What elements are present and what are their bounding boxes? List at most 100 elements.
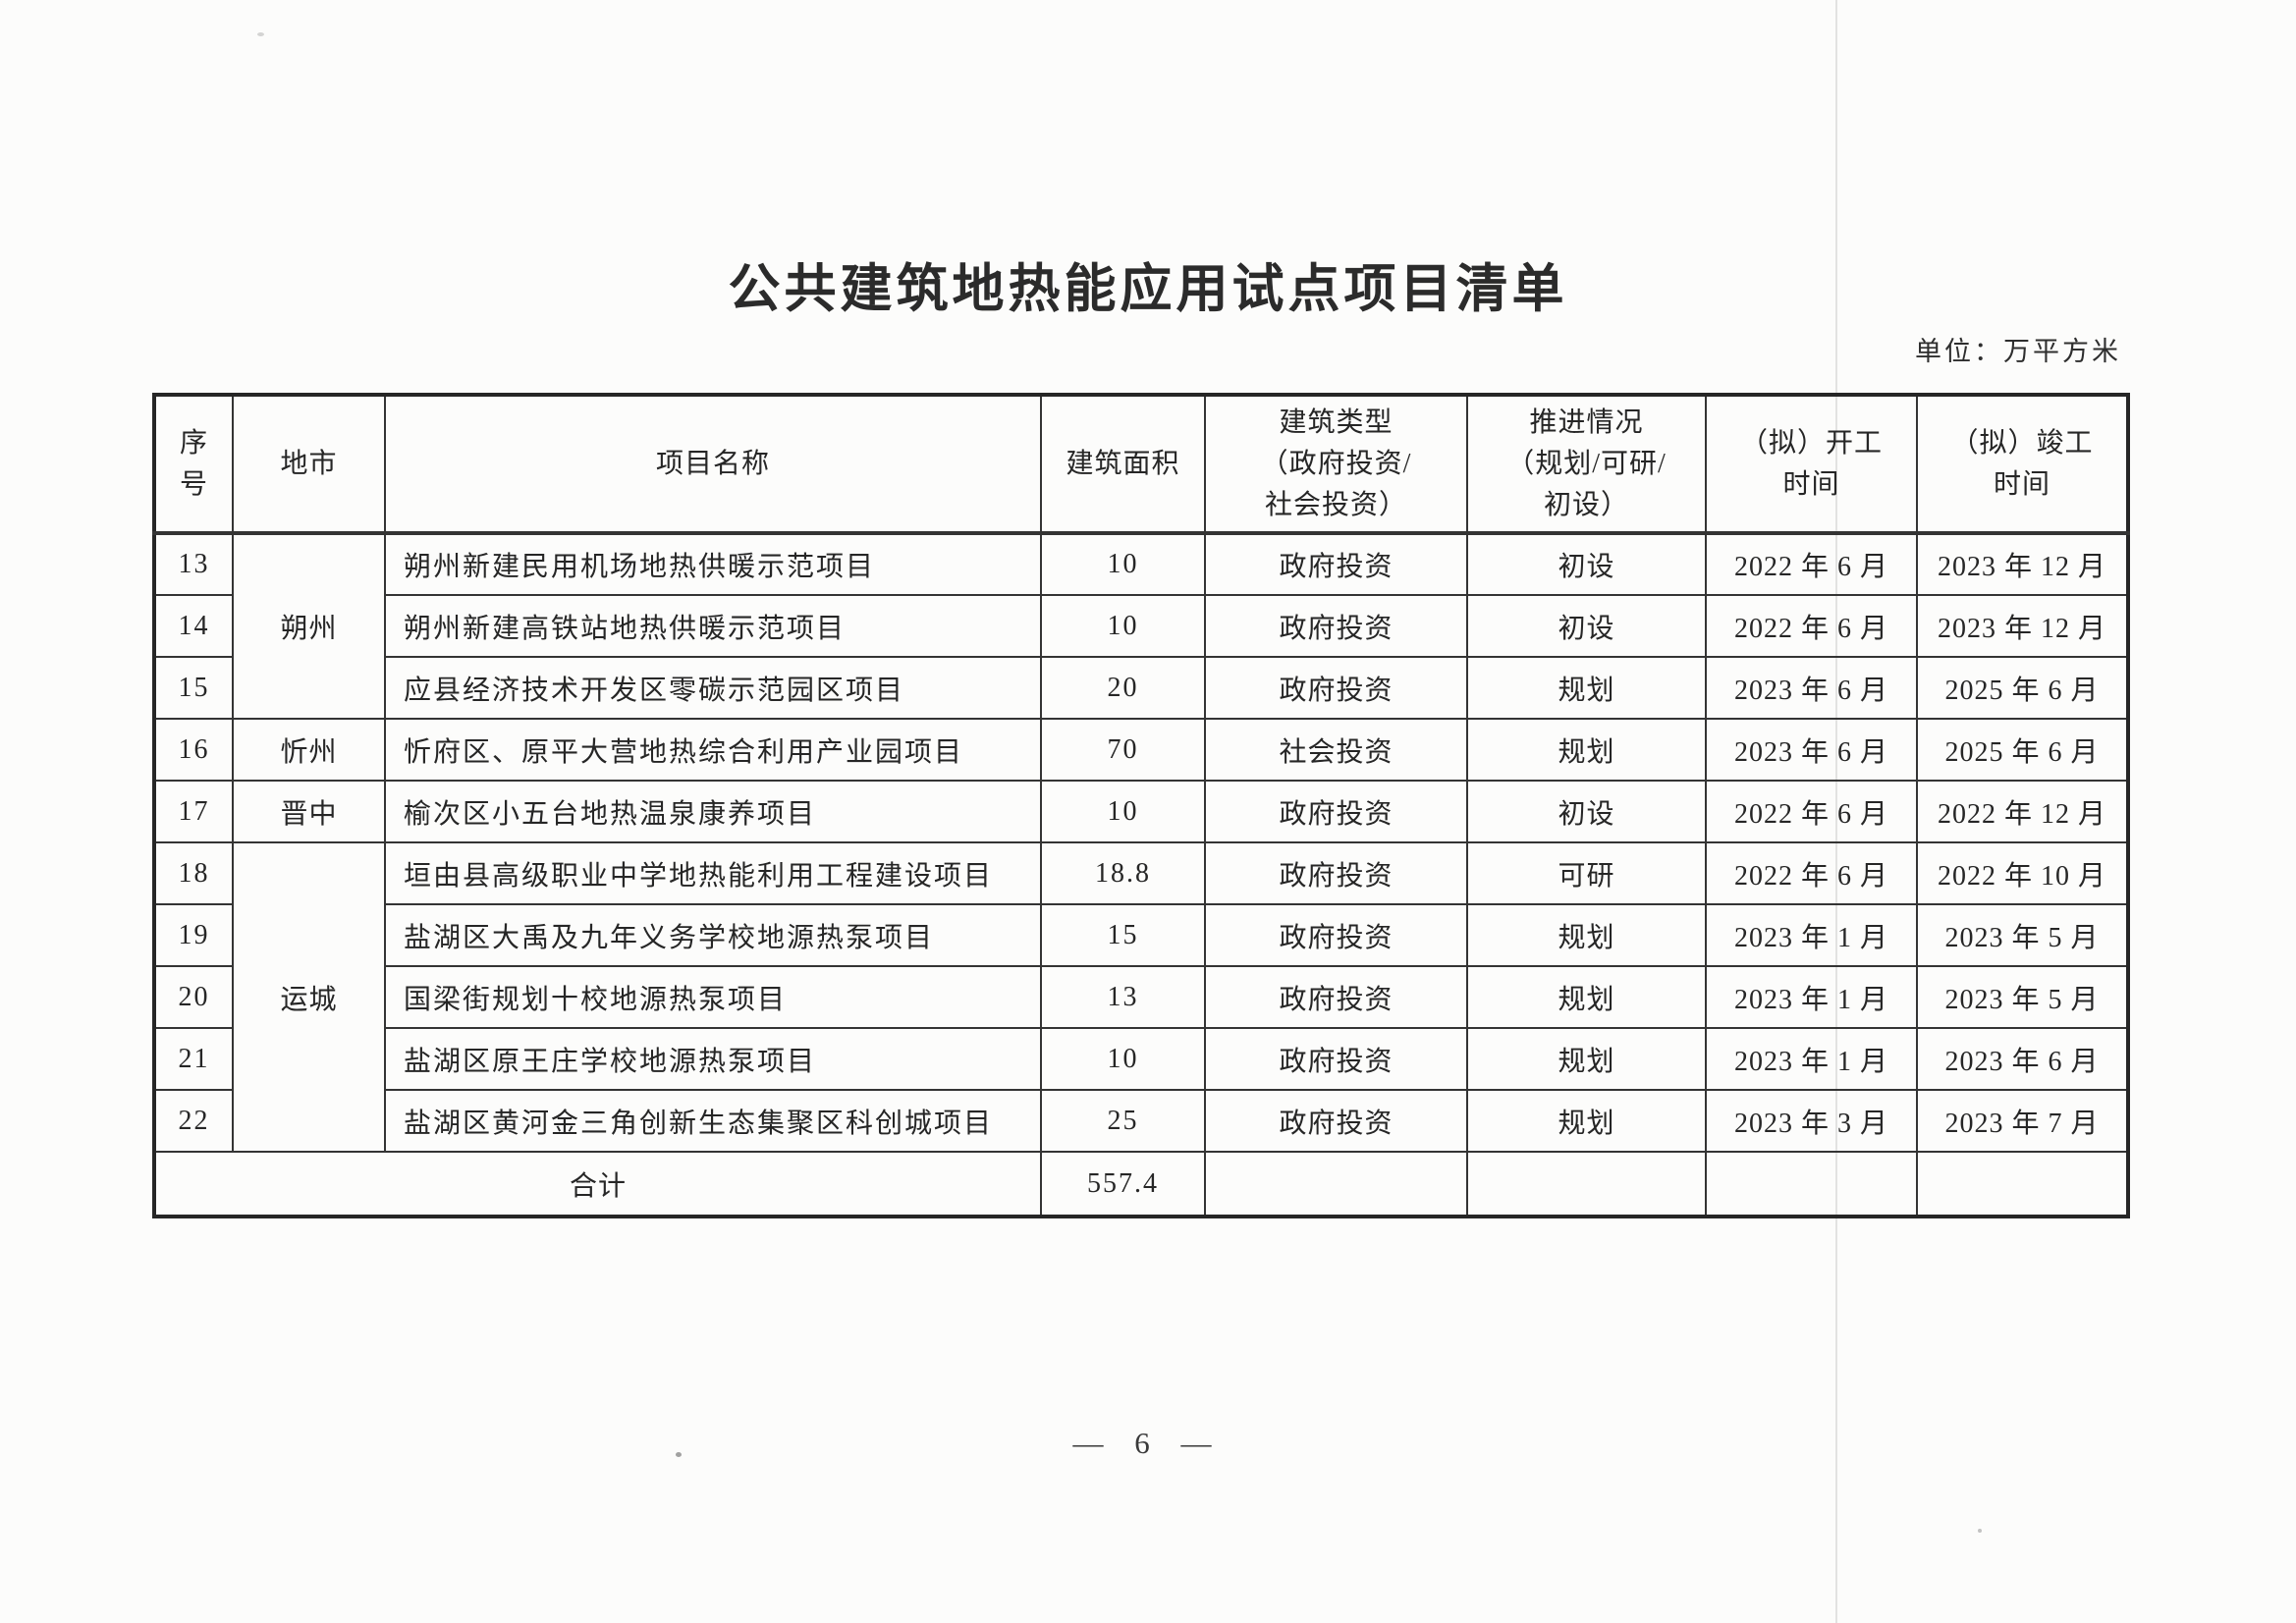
serial-cell: 19 (153, 903, 234, 967)
start-date-cell: 2023 年 1 月 (1705, 1027, 1918, 1091)
city-cell: 晋中 (232, 780, 386, 843)
area-cell: 13 (1040, 965, 1206, 1029)
total-label-cell: 合计 (153, 1151, 1042, 1217)
start-date-cell: 2023 年 1 月 (1705, 965, 1918, 1029)
status-cell: 规划 (1466, 965, 1707, 1029)
start-date-cell: 2022 年 6 月 (1705, 532, 1918, 596)
empty-cell (1204, 1151, 1468, 1217)
unit-note: 单位：万平方米 (1915, 337, 2121, 366)
invest-type-cell: 政府投资 (1204, 656, 1468, 720)
finish-date-cell: 2022 年 12 月 (1916, 780, 2129, 843)
serial-cell: 14 (153, 594, 234, 658)
header-building-type: 建筑类型 （政府投资/ 社会投资） (1204, 394, 1468, 535)
finish-date-cell: 2022 年 10 月 (1916, 841, 2129, 905)
invest-type-cell: 政府投资 (1204, 841, 1468, 905)
area-cell: 15 (1040, 903, 1206, 967)
project-name-cell: 垣由县高级职业中学地热能利用工程建设项目 (384, 841, 1042, 905)
total-area-cell: 557.4 (1040, 1151, 1206, 1217)
start-date-cell: 2023 年 6 月 (1705, 718, 1918, 782)
project-name-cell: 忻府区、原平大营地热综合利用产业园项目 (384, 718, 1042, 782)
table-row: 22 盐湖区黄河金三角创新生态集聚区科创城项目 25 政府投资 规划 2023 … (153, 1089, 2129, 1153)
header-progress-status: 推进情况 （规划/可研/ 初设） (1466, 394, 1707, 535)
project-name-cell: 朔州新建高铁站地热供暖示范项目 (384, 594, 1042, 658)
area-cell: 10 (1040, 780, 1206, 843)
serial-cell: 15 (153, 656, 234, 720)
project-name-cell: 国梁街规划十校地源热泵项目 (384, 965, 1042, 1029)
start-date-cell: 2023 年 6 月 (1705, 656, 1918, 720)
table-row: 16 忻州 忻府区、原平大营地热综合利用产业园项目 70 社会投资 规划 202… (153, 718, 2129, 782)
area-cell: 10 (1040, 1027, 1206, 1091)
city-cell: 忻州 (232, 718, 386, 782)
page-number: — 6 — (1072, 1426, 1224, 1460)
area-cell: 25 (1040, 1089, 1206, 1153)
invest-type-cell: 政府投资 (1204, 532, 1468, 596)
serial-cell: 20 (153, 965, 234, 1029)
invest-type-cell: 政府投资 (1204, 1089, 1468, 1153)
project-name-cell: 盐湖区黄河金三角创新生态集聚区科创城项目 (384, 1089, 1042, 1153)
scan-speck (676, 1452, 682, 1457)
project-name-cell: 朔州新建民用机场地热供暖示范项目 (384, 532, 1042, 596)
serial-cell: 13 (153, 532, 234, 596)
serial-cell: 22 (153, 1089, 234, 1153)
header-serial: 序 号 (153, 394, 234, 535)
projects-table: 序 号 地市 项目名称 建筑面积 建筑类型 （政府投资/ 社会投资） 推进情况 … (152, 393, 2130, 1218)
empty-cell (1916, 1151, 2129, 1217)
serial-cell: 18 (153, 841, 234, 905)
header-project-name: 项目名称 (384, 394, 1042, 535)
invest-type-cell: 政府投资 (1204, 594, 1468, 658)
header-finish-time: （拟）竣工 时间 (1916, 394, 2129, 535)
total-row: 合计 557.4 (153, 1151, 2129, 1217)
finish-date-cell: 2023 年 5 月 (1916, 965, 2129, 1029)
finish-date-cell: 2023 年 5 月 (1916, 903, 2129, 967)
header-building-area: 建筑面积 (1040, 394, 1206, 535)
finish-date-cell: 2025 年 6 月 (1916, 656, 2129, 720)
finish-date-cell: 2023 年 12 月 (1916, 594, 2129, 658)
status-cell: 规划 (1466, 903, 1707, 967)
status-cell: 规划 (1466, 656, 1707, 720)
header-start-time: （拟）开工 时间 (1705, 394, 1918, 535)
header-city: 地市 (232, 394, 386, 535)
finish-date-cell: 2025 年 6 月 (1916, 718, 2129, 782)
invest-type-cell: 政府投资 (1204, 1027, 1468, 1091)
header-row: 序 号 地市 项目名称 建筑面积 建筑类型 （政府投资/ 社会投资） 推进情况 … (153, 394, 2129, 535)
area-cell: 10 (1040, 594, 1206, 658)
serial-cell: 16 (153, 718, 234, 782)
invest-type-cell: 社会投资 (1204, 718, 1468, 782)
city-cell: 朔州 (232, 532, 386, 720)
project-name-cell: 应县经济技术开发区零碳示范园区项目 (384, 656, 1042, 720)
area-cell: 70 (1040, 718, 1206, 782)
serial-cell: 21 (153, 1027, 234, 1091)
table-row: 14 朔州新建高铁站地热供暖示范项目 10 政府投资 初设 2022 年 6 月… (153, 594, 2129, 658)
finish-date-cell: 2023 年 6 月 (1916, 1027, 2129, 1091)
start-date-cell: 2022 年 6 月 (1705, 780, 1918, 843)
table-row: 21 盐湖区原王庄学校地源热泵项目 10 政府投资 规划 2023 年 1 月 … (153, 1027, 2129, 1091)
empty-cell (1705, 1151, 1918, 1217)
finish-date-cell: 2023 年 7 月 (1916, 1089, 2129, 1153)
project-name-cell: 盐湖区大禹及九年义务学校地源热泵项目 (384, 903, 1042, 967)
project-name-cell: 盐湖区原王庄学校地源热泵项目 (384, 1027, 1042, 1091)
scan-speck (1978, 1529, 1982, 1533)
serial-cell: 17 (153, 780, 234, 843)
start-date-cell: 2022 年 6 月 (1705, 841, 1918, 905)
scan-speck (257, 32, 264, 36)
table-row: 18 运城 垣由县高级职业中学地热能利用工程建设项目 18.8 政府投资 可研 … (153, 841, 2129, 1153)
status-cell: 规划 (1466, 1089, 1707, 1153)
start-date-cell: 2023 年 1 月 (1705, 903, 1918, 967)
table-row: 17 晋中 榆次区小五台地热温泉康养项目 10 政府投资 初设 2022 年 6… (153, 780, 2129, 843)
status-cell: 规划 (1466, 718, 1707, 782)
city-cell: 运城 (232, 841, 386, 1153)
empty-cell (1466, 1151, 1707, 1217)
table-row: 19 盐湖区大禹及九年义务学校地源热泵项目 15 政府投资 规划 2023 年 … (153, 903, 2129, 967)
start-date-cell: 2023 年 3 月 (1705, 1089, 1918, 1153)
project-name-cell: 榆次区小五台地热温泉康养项目 (384, 780, 1042, 843)
status-cell: 可研 (1466, 841, 1707, 905)
area-cell: 10 (1040, 532, 1206, 596)
invest-type-cell: 政府投资 (1204, 965, 1468, 1029)
invest-type-cell: 政府投资 (1204, 903, 1468, 967)
status-cell: 初设 (1466, 780, 1707, 843)
start-date-cell: 2022 年 6 月 (1705, 594, 1918, 658)
table-row: 13 朔州 朔州新建民用机场地热供暖示范项目 10 政府投资 初设 2022 年… (153, 532, 2129, 720)
page-title: 公共建筑地热能应用试点项目清单 (728, 261, 1568, 318)
status-cell: 初设 (1466, 594, 1707, 658)
